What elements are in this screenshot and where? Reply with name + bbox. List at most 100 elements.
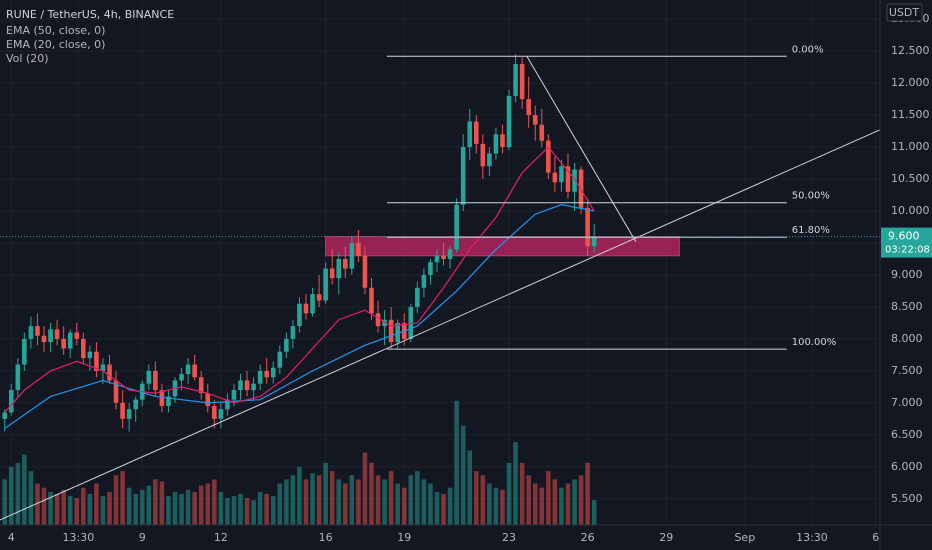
candle-body — [212, 406, 217, 419]
volume-bar — [35, 483, 40, 525]
candle-body — [264, 370, 269, 378]
y-tick-label: 7.500 — [891, 364, 923, 377]
candle-body — [441, 255, 446, 259]
volume-bar — [192, 491, 197, 525]
y-tick-label: 7.000 — [891, 396, 923, 409]
candle-body — [460, 147, 466, 205]
candle-body — [421, 274, 427, 288]
zone — [325, 236, 680, 257]
volume-bar — [559, 487, 564, 525]
volume-bar — [487, 483, 492, 525]
volume-bar — [382, 479, 387, 525]
candle-body — [113, 380, 119, 403]
fib-label: 0.00% — [792, 44, 824, 55]
volume-bar — [212, 479, 217, 525]
candle-body — [270, 367, 276, 378]
volume-bar — [120, 471, 125, 525]
candle-body — [585, 207, 590, 247]
volume-bar — [369, 462, 374, 525]
y-tick-label: 12.000 — [891, 76, 930, 89]
candle-body — [329, 268, 335, 279]
volume-bar — [493, 487, 499, 525]
volume-bar — [284, 479, 289, 525]
candle-body — [257, 370, 263, 384]
ema-line — [4, 204, 595, 429]
volume-bar — [316, 475, 322, 525]
candle-body — [323, 268, 328, 301]
volume-bar — [28, 471, 34, 525]
volume-bar — [257, 491, 263, 525]
volume-bar — [48, 491, 53, 525]
candle-body — [467, 121, 473, 148]
candle-body — [343, 258, 348, 269]
candle-body — [362, 255, 368, 288]
volume-bar — [578, 475, 584, 525]
candle-body — [100, 364, 106, 371]
volume-bar — [113, 475, 119, 525]
volume-bar — [8, 467, 14, 525]
volume-bar — [546, 471, 551, 525]
x-tick-label: 9 — [139, 531, 146, 544]
candle-body — [81, 338, 86, 359]
volume-bar — [401, 487, 407, 525]
candle-body — [316, 294, 322, 301]
candle-body — [28, 326, 34, 339]
candle-body — [74, 332, 80, 339]
x-tick-label: 23 — [502, 531, 516, 544]
volume-bar — [218, 491, 224, 525]
candle-body — [146, 370, 152, 384]
volume-bar — [375, 475, 381, 525]
candle-body — [428, 262, 433, 275]
x-tick-label: 4 — [8, 531, 15, 544]
candle-body — [519, 63, 525, 100]
candle-body — [133, 399, 138, 410]
volume-bar — [552, 479, 558, 525]
volume-bar — [179, 493, 184, 525]
candle-body — [382, 319, 387, 327]
volume-bar — [74, 498, 80, 525]
candle-body — [493, 134, 499, 154]
candle-body — [336, 258, 342, 279]
y-tick-label: 9.000 — [891, 268, 923, 281]
candle-body — [67, 332, 73, 349]
candle-body — [532, 115, 538, 125]
volume-bar — [323, 462, 328, 525]
volume-bar — [506, 462, 512, 525]
volume-bar — [460, 425, 466, 525]
trendline — [0, 129, 881, 521]
volume-bar — [231, 496, 237, 525]
volume-bar — [290, 475, 296, 525]
candle-body — [107, 364, 112, 381]
trendline — [526, 56, 637, 242]
candle-body — [159, 390, 165, 407]
candle-body — [48, 329, 53, 343]
candle-body — [192, 364, 197, 378]
x-tick-label: 13:30 — [796, 531, 828, 544]
legend-entry: EMA (50, close, 0) — [6, 24, 105, 37]
fib-label: 50.00% — [792, 191, 830, 202]
candle-body — [447, 249, 453, 259]
candle-body — [415, 287, 420, 307]
candle-body — [434, 255, 440, 263]
candle-body — [2, 412, 8, 419]
volume-bar — [356, 479, 361, 525]
volume-bar — [54, 493, 60, 525]
legend-entry: EMA (20, close, 0) — [6, 38, 105, 51]
candle-body — [356, 242, 361, 256]
candle-body — [166, 396, 171, 407]
currency: USDT — [889, 6, 920, 19]
volume-bar — [264, 493, 269, 525]
volume-bar — [166, 496, 171, 525]
volume-bar — [277, 483, 283, 525]
x-tick-label: 12 — [214, 531, 228, 544]
candle-body — [349, 242, 355, 269]
candle-body — [454, 204, 459, 250]
volume-bar — [441, 493, 446, 525]
candle-body — [284, 338, 289, 352]
candle-body — [277, 351, 283, 368]
candle-body — [369, 287, 374, 314]
candle-body — [238, 380, 243, 391]
volume-bar — [565, 483, 571, 525]
candle-body — [591, 236, 597, 247]
candle-body — [251, 383, 256, 391]
